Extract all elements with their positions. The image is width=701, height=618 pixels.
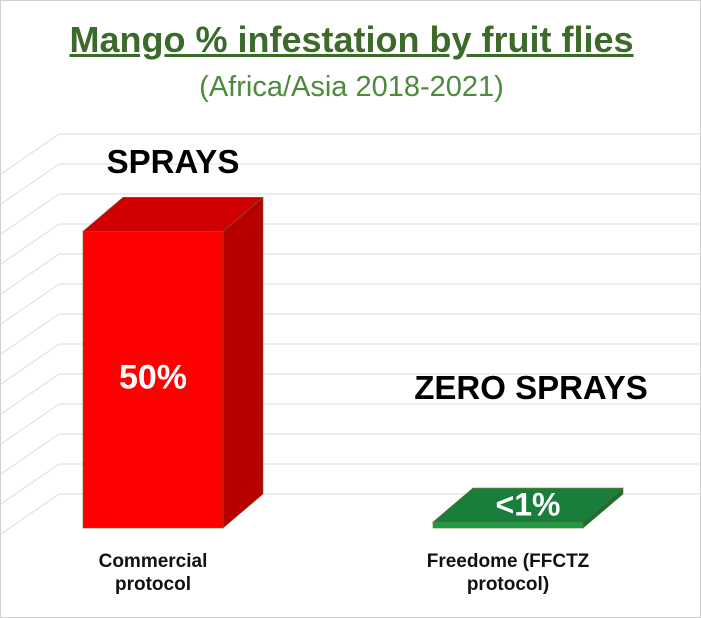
annotation: SPRAYS xyxy=(106,143,240,180)
grid-line xyxy=(1,283,60,325)
bar-3d xyxy=(432,487,624,529)
data-label: <1% xyxy=(496,487,561,523)
chart-title: Mango % infestation by fruit flies xyxy=(1,19,700,61)
annotation: ZERO SPRAYS xyxy=(414,369,648,406)
bar xyxy=(82,231,224,529)
grid-line xyxy=(1,463,60,505)
grid-line xyxy=(1,373,60,415)
grid-line xyxy=(1,403,60,445)
data-label: 50% xyxy=(119,359,187,397)
grid-line xyxy=(1,163,60,205)
bar-side xyxy=(222,196,264,529)
x-tick-label: Freedome (FFCTZ protocol) xyxy=(426,551,590,595)
x-tick-label: Commercial protocol xyxy=(98,551,208,595)
grid-line xyxy=(1,253,60,295)
bar xyxy=(432,521,584,529)
grid-line xyxy=(1,193,60,235)
grid-line xyxy=(1,223,60,265)
grid-line xyxy=(1,493,60,535)
grid-line xyxy=(1,433,60,475)
bar-3d xyxy=(82,196,264,529)
grid-line xyxy=(1,343,60,385)
title-text: Mango % infestation by fruit flies xyxy=(69,19,634,60)
grid-line xyxy=(1,133,60,175)
chart-subtitle: (Africa/Asia 2018-2021) xyxy=(199,71,504,103)
grid-line xyxy=(1,313,60,355)
